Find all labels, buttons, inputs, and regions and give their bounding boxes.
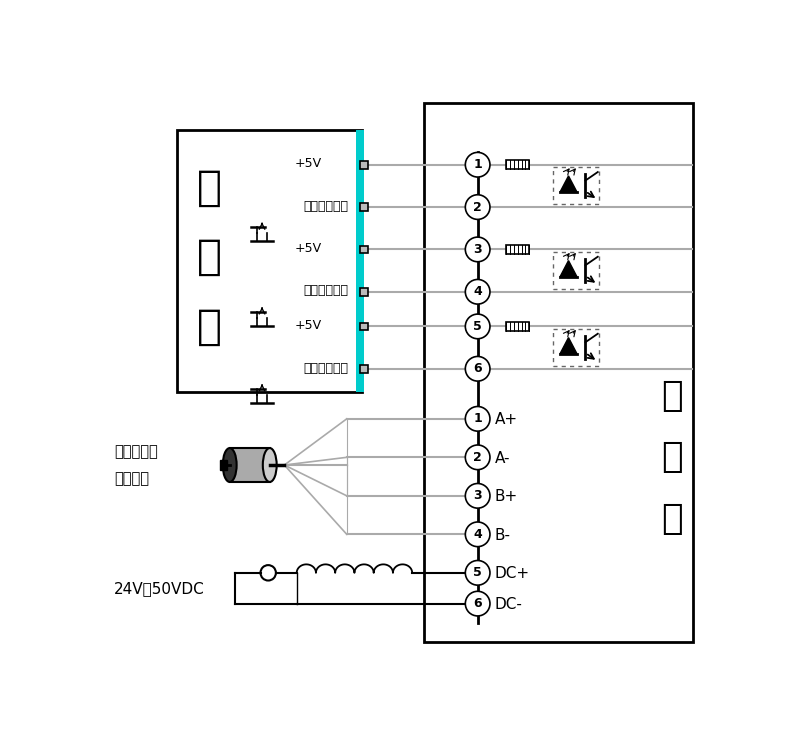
Text: 4: 4 <box>473 285 482 298</box>
Circle shape <box>465 406 490 431</box>
Text: 24V～50VDC: 24V～50VDC <box>114 580 205 596</box>
Bar <box>553 252 600 289</box>
Bar <box>423 103 693 642</box>
Text: 2: 2 <box>473 200 482 213</box>
Circle shape <box>465 314 490 338</box>
Polygon shape <box>560 338 577 354</box>
Text: A+: A+ <box>494 412 518 427</box>
Bar <box>360 161 368 169</box>
Text: 脱机信号输入: 脱机信号输入 <box>303 362 349 374</box>
Bar <box>360 203 368 211</box>
Bar <box>356 130 364 392</box>
Text: 6: 6 <box>473 597 482 610</box>
Bar <box>553 329 600 366</box>
Text: 3: 3 <box>473 489 482 502</box>
Bar <box>506 160 529 170</box>
Circle shape <box>465 445 490 469</box>
Text: 机: 机 <box>198 306 222 347</box>
Text: +5V: +5V <box>294 157 321 170</box>
Bar <box>360 246 368 253</box>
Text: 5: 5 <box>473 320 482 333</box>
Text: 器: 器 <box>661 502 682 536</box>
Bar <box>360 322 368 330</box>
Text: 方向信号输入: 方向信号输入 <box>303 284 349 298</box>
Text: 控: 控 <box>198 167 222 209</box>
Circle shape <box>465 152 490 177</box>
Text: 驱: 驱 <box>661 379 682 413</box>
Text: 步进电机: 步进电机 <box>114 471 150 486</box>
Circle shape <box>465 591 490 616</box>
Text: B-: B- <box>494 528 511 542</box>
Bar <box>360 365 368 373</box>
Text: DC+: DC+ <box>494 566 530 581</box>
Circle shape <box>465 561 490 585</box>
Text: +5V: +5V <box>294 319 321 332</box>
Text: 3: 3 <box>473 243 482 256</box>
Circle shape <box>465 357 490 381</box>
Text: 制: 制 <box>198 236 222 278</box>
Circle shape <box>465 237 490 262</box>
Text: 1: 1 <box>473 158 482 171</box>
Text: 脉冲信号输入: 脉冲信号输入 <box>303 200 349 213</box>
Circle shape <box>465 483 490 508</box>
Bar <box>220 460 227 471</box>
Text: 4: 4 <box>473 528 482 541</box>
Polygon shape <box>560 176 577 192</box>
Bar <box>506 245 529 254</box>
Text: DC-: DC- <box>494 597 523 612</box>
Circle shape <box>465 522 490 547</box>
Text: 6: 6 <box>473 363 482 375</box>
Text: 动: 动 <box>661 440 682 474</box>
Ellipse shape <box>223 448 237 482</box>
Text: 1: 1 <box>473 412 482 425</box>
Circle shape <box>465 279 490 304</box>
Text: 两相混合式: 两相混合式 <box>114 444 158 458</box>
Bar <box>360 288 368 295</box>
Bar <box>506 322 529 331</box>
Bar <box>177 130 362 392</box>
Text: 2: 2 <box>473 451 482 464</box>
Ellipse shape <box>263 448 277 482</box>
Bar <box>553 167 600 205</box>
Text: 5: 5 <box>473 567 482 580</box>
Text: B+: B+ <box>494 489 518 504</box>
Circle shape <box>465 194 490 219</box>
Bar <box>230 448 270 482</box>
Text: A-: A- <box>494 450 510 466</box>
Polygon shape <box>560 260 577 277</box>
Text: +5V: +5V <box>294 242 321 255</box>
